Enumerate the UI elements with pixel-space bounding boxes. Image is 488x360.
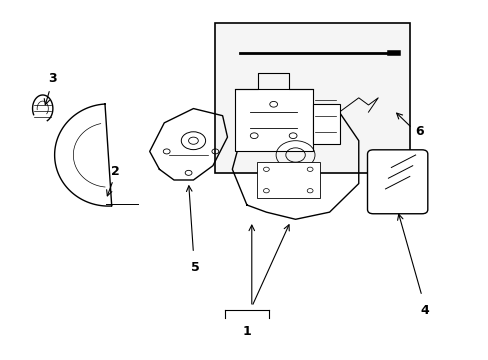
Text: 2: 2	[111, 165, 120, 177]
Text: 5: 5	[190, 261, 199, 274]
Bar	[312, 104, 339, 144]
Bar	[234, 89, 312, 152]
Text: 6: 6	[414, 125, 423, 138]
Bar	[215, 23, 409, 173]
FancyBboxPatch shape	[367, 150, 427, 214]
Text: 1: 1	[242, 325, 251, 338]
Text: 4: 4	[419, 304, 428, 317]
Bar	[256, 162, 319, 198]
Text: 3: 3	[48, 72, 57, 85]
